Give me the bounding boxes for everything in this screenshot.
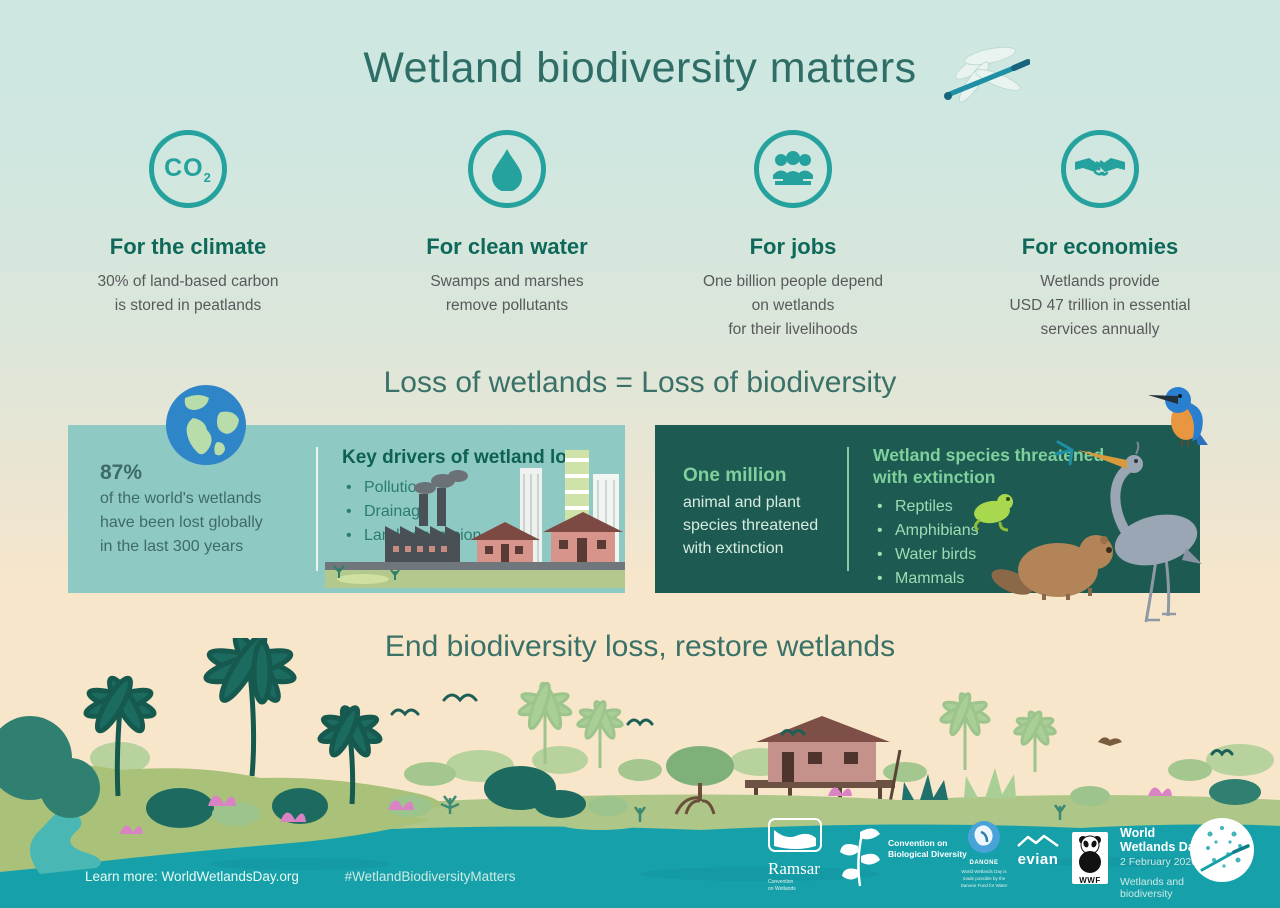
species-stat-text: animal and plant species threatened with… [683,494,819,558]
divider [847,447,849,571]
benefit-heading: For clean water [426,234,588,259]
partner-logos: Ramsar Convention on Wetlands Convention… [760,814,1280,908]
wetland-landscape-illustration [0,632,1280,908]
dragonfly-icon [940,42,1031,111]
drivers-panel: Key drivers of wetland loss Pollution Dr… [318,425,625,593]
water-drop-icon [468,130,546,208]
header: Wetland biodiversity matters [0,44,1280,103]
cta-heading: End biodiversity loss, restore wetlands [384,630,896,663]
danone-fine-print: World Wetlands Day is made possible by t… [960,869,1008,888]
danone-logo: DANONE World Wetlands Day is made possib… [956,820,1012,889]
wwf-name: WWF [1079,876,1101,885]
wetland-loss-box: 87% of the world's wetlands have been lo… [68,385,625,593]
people-icon [754,130,832,208]
divider [316,447,318,571]
driver-item: Pollution [342,479,625,497]
loss-heading: Loss of wetlands = Loss of biodiversity [383,366,897,399]
world-wetlands-day-block: World Wetlands Day 2 February 2020 Wetla… [1120,826,1230,900]
cityscape-illustration [325,438,625,593]
benefit-text: One billion people depend on wetlands fo… [702,273,884,339]
ramsar-subtitle: Convention on Wetlands [768,879,796,892]
panda-icon [1079,835,1101,873]
wwd-emblem-icon [1188,816,1256,889]
benefit-text: Swamps and marshes remove pollutants [430,273,584,315]
wwd-date: 2 February 2020 [1120,855,1198,868]
benefit-climate: CO2 For the climate 30% of land-based ca… [68,130,308,318]
evian-logo: evian [1012,834,1064,868]
species-panel: Wetland species threatened with extincti… [849,425,1200,593]
wwd-line2: Wetlands Day [1120,840,1202,855]
ramsar-logo: Ramsar Convention on Wetlands [768,818,838,893]
benefit-text: Wetlands provide USD 47 trillion in esse… [1009,273,1191,339]
species-item: Water birds [873,546,1200,564]
stat-text: of the world's wetlands have been lost g… [100,490,263,555]
cbd-label: Convention on Biological Diversity [888,838,967,860]
benefit-text: 30% of land-based carbon is stored in pe… [97,273,279,315]
evian-name: evian [1017,851,1059,868]
benefit-heading: For the climate [109,234,267,259]
benefit-heading: For jobs [749,234,837,259]
globe-icon [165,384,247,471]
wwf-logo: WWF [1072,832,1108,885]
footer-links: Learn more: WorldWetlandsDay.org #Wetlan… [85,869,515,884]
wwd-tagline: Wetlands and biodiversity [1120,875,1185,900]
handshake-icon [1061,130,1139,208]
stat-value: 87% [100,461,143,484]
species-heading: Wetland species threatened with extincti… [873,445,1105,487]
ramsar-name: Ramsar [768,859,820,878]
benefit-economies: For economies Wetlands provide USD 47 tr… [950,130,1250,342]
stat-panel: 87% of the world's wetlands have been lo… [68,425,316,593]
benefit-jobs: For jobs One billion people depend on we… [643,130,943,342]
cbd-leaf-icon [838,822,882,893]
hashtag-text: #WetlandBiodiversityMatters [344,869,516,884]
page-title: Wetland biodiversity matters [363,44,917,92]
species-item: Amphibians [873,522,1200,540]
ramsar-wave-icon [768,818,822,852]
species-list: Reptiles Amphibians Water birds Mammals [873,498,1200,588]
driver-item: Drainage [342,503,625,521]
species-item: Reptiles [873,498,1200,516]
benefit-clean-water: For clean water Swamps and marshes remov… [377,130,637,318]
benefit-heading: For economies [1021,234,1179,259]
drivers-heading: Key drivers of wetland loss [342,447,589,468]
learn-more-text: Learn more: WorldWetlandsDay.org [85,869,299,884]
danone-name: DANONE [969,860,999,866]
wwd-line1: World [1120,826,1156,840]
evian-mountain-icon [1017,834,1059,848]
species-item: Mammals [873,570,1200,588]
one-million-panel: One million animal and plant species thr… [655,425,847,593]
species-threat-box: One million animal and plant species thr… [655,425,1200,593]
danone-globe-icon [968,821,1000,853]
co2-icon: CO2 [149,130,227,208]
species-stat: One million [683,465,787,486]
